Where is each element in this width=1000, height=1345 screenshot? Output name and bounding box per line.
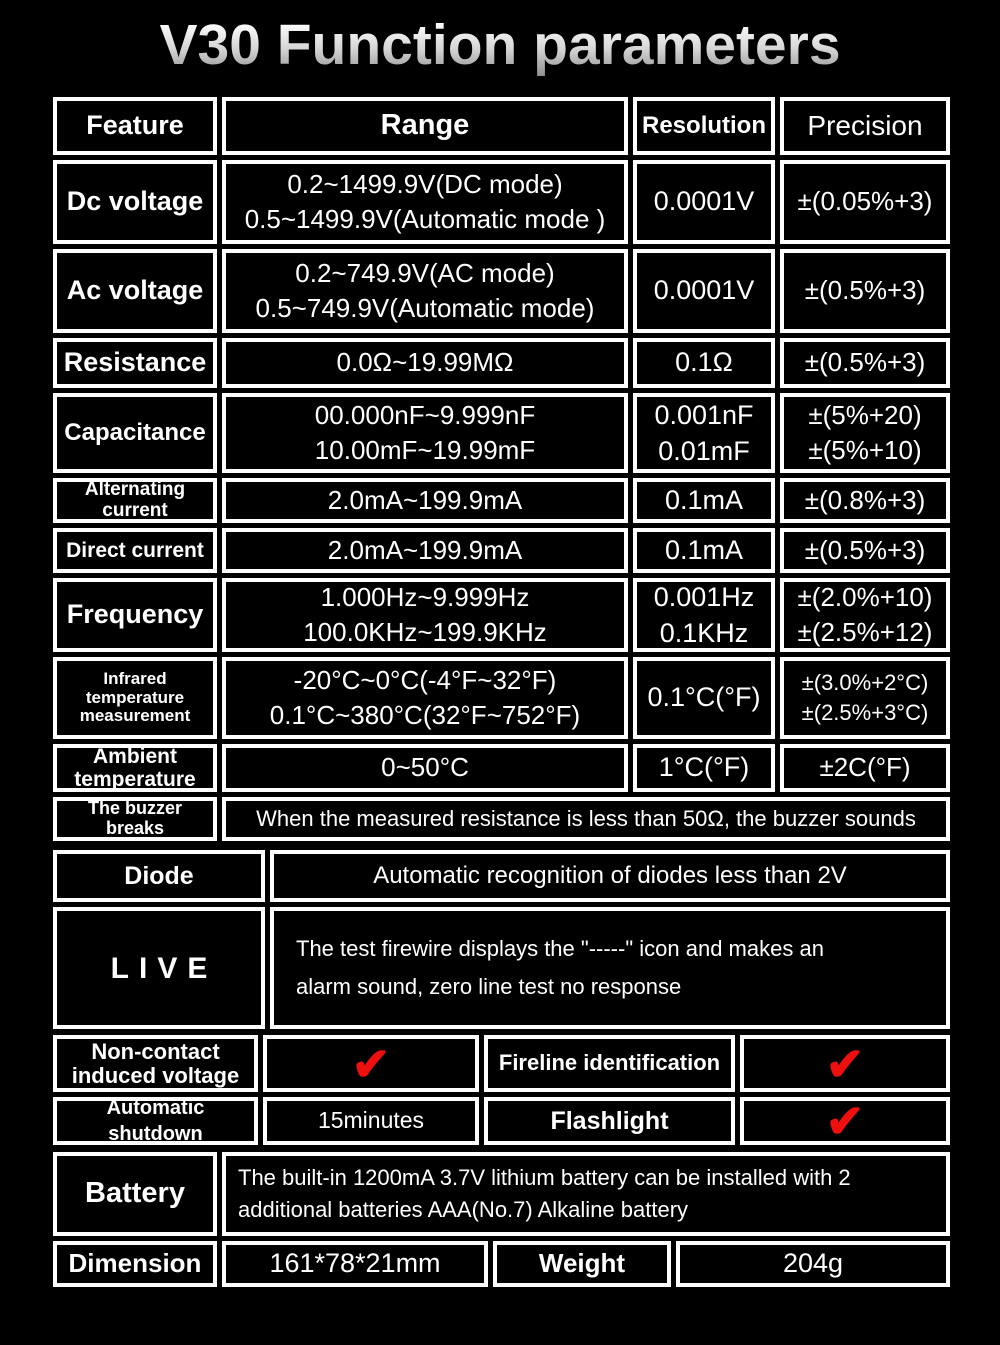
resolution-direct-current: 0.1mA	[633, 528, 775, 573]
range-frequency: 1.000Hz~9.999Hz 100.0KHz~199.9KHz	[222, 578, 628, 652]
range-line: 10.00mF~19.99mF	[314, 435, 536, 465]
resolution-line: 0.1KHz	[659, 618, 749, 648]
range-line: 0.5~749.9V(Automatic mode)	[255, 293, 595, 323]
main-spec-table: Feature Range Resolution Precision Dc vo…	[53, 97, 950, 841]
feature-dc-voltage: Dc voltage	[53, 160, 217, 244]
range-line: 0.2~749.9V(AC mode)	[295, 257, 555, 288]
feature-weight: Weight	[493, 1241, 671, 1287]
flashlight-value: ✔	[740, 1097, 950, 1145]
check-icon: ✔	[825, 1037, 865, 1090]
resolution-resistance: 0.1Ω	[633, 338, 775, 388]
range-line: 0.1°C~380°C(32°F~752°F)	[269, 700, 581, 730]
range-alternating-current: 2.0mA~199.9mA	[222, 478, 628, 523]
resolution-dc-voltage: 0.0001V	[633, 160, 775, 244]
check-icon: ✔	[351, 1037, 391, 1090]
non-contact-voltage-value: ✔	[263, 1035, 479, 1092]
resolution-alternating-current: 0.1mA	[633, 478, 775, 523]
precision-dc-voltage: ±(0.05%+3)	[780, 160, 950, 244]
resolution-infrared-temperature: 0.1°C(°F)	[633, 657, 775, 739]
feature-infrared-temperature: Infrared temperature measurement	[53, 657, 217, 739]
fireline-identification-value: ✔	[740, 1035, 950, 1092]
resolution-frequency: 0.001Hz 0.1KHz	[633, 578, 775, 652]
precision-line: ±(5%+10)	[808, 435, 922, 465]
precision-frequency: ±(2.0%+10) ±(2.5%+12)	[780, 578, 950, 652]
range-line: -20°C~0°C(-4°F~32°F)	[293, 664, 557, 695]
feature-frequency: Frequency	[53, 578, 217, 652]
feature-buzzer: The buzzer breaks	[53, 797, 217, 841]
weight-value: 204g	[676, 1241, 950, 1287]
resolution-ac-voltage: 0.0001V	[633, 249, 775, 333]
feature-fireline-identification: Fireline identification	[484, 1035, 735, 1092]
range-resistance: 0.0Ω~19.99MΩ	[222, 338, 628, 388]
feature-alternating-current: Alternating current	[53, 478, 217, 523]
precision-resistance: ±(0.5%+3)	[780, 338, 950, 388]
resolution-capacitance: 0.001nF 0.01mF	[633, 393, 775, 473]
live-description-line: alarm sound, zero line test no response	[296, 974, 682, 999]
precision-infrared-temperature: ±(3.0%+2°C) ±(2.5%+3°C)	[780, 657, 950, 739]
battery-dimension-table: Battery The built-in 1200mA 3.7V lithium…	[53, 1152, 950, 1287]
precision-line: ±(2.5%+12)	[797, 617, 933, 647]
range-direct-current: 2.0mA~199.9mA	[222, 528, 628, 573]
range-capacitance: 00.000nF~9.999nF 10.00mF~19.99mF	[222, 393, 628, 473]
buzzer-description: When the measured resistance is less tha…	[222, 797, 950, 841]
precision-line: ±(2.5%+3°C)	[801, 700, 929, 725]
feature-ac-voltage: Ac voltage	[53, 249, 217, 333]
feature-non-contact-voltage: Non-contact induced voltage	[53, 1035, 258, 1092]
diode-description: Automatic recognition of diodes less tha…	[270, 850, 950, 902]
feature-checks-table: Non-contact induced voltage ✔ Fireline i…	[53, 1035, 950, 1145]
range-dc-voltage: 0.2~1499.9V(DC mode) 0.5~1499.9V(Automat…	[222, 160, 628, 244]
header-precision: Precision	[780, 97, 950, 155]
live-description-line: The test firewire displays the "-----" i…	[296, 935, 824, 961]
resolution-line: 0.001Hz	[653, 581, 755, 612]
dimension-value: 161*78*21mm	[222, 1241, 488, 1287]
precision-line: ±(5%+20)	[808, 399, 922, 430]
automatic-shutdown-value: 15minutes	[263, 1097, 479, 1145]
feature-direct-current: Direct current	[53, 528, 217, 573]
range-ambient-temperature: 0~50°C	[222, 744, 628, 792]
precision-alternating-current: ±(0.8%+3)	[780, 478, 950, 523]
header-range: Range	[222, 97, 628, 155]
range-line: 0.5~1499.9V(Automatic mode )	[244, 204, 606, 234]
feature-ambient-temperature: Ambient temperature	[53, 744, 217, 792]
precision-line: ±(2.0%+10)	[797, 581, 933, 612]
feature-resistance: Resistance	[53, 338, 217, 388]
feature-dimension: Dimension	[53, 1241, 217, 1287]
range-infrared-temperature: -20°C~0°C(-4°F~32°F) 0.1°C~380°C(32°F~75…	[222, 657, 628, 739]
diode-live-table: Diode Automatic recognition of diodes le…	[53, 850, 950, 1029]
resolution-ambient-temperature: 1°C(°F)	[633, 744, 775, 792]
battery-description-line: additional batteries AAA(No.7) Alkaline …	[238, 1197, 689, 1222]
resolution-line: 0.001nF	[654, 399, 754, 430]
page-title: V30 Function parameters	[0, 12, 1000, 78]
battery-description-line: The built-in 1200mA 3.7V lithium battery…	[238, 1165, 851, 1191]
live-description: The test firewire displays the "-----" i…	[270, 907, 950, 1029]
range-line: 100.0KHz~199.9KHz	[303, 617, 547, 647]
header-feature: Feature	[53, 97, 217, 155]
range-line: 1.000Hz~9.999Hz	[320, 581, 530, 612]
feature-capacitance: Capacitance	[53, 393, 217, 473]
precision-capacitance: ±(5%+20) ±(5%+10)	[780, 393, 950, 473]
feature-flashlight: Flashlight	[484, 1097, 735, 1145]
range-ac-voltage: 0.2~749.9V(AC mode) 0.5~749.9V(Automatic…	[222, 249, 628, 333]
range-line: 0.2~1499.9V(DC mode)	[287, 168, 563, 199]
precision-ambient-temperature: ±2C(°F)	[780, 744, 950, 792]
precision-ac-voltage: ±(0.5%+3)	[780, 249, 950, 333]
battery-description: The built-in 1200mA 3.7V lithium battery…	[222, 1152, 950, 1236]
precision-line: ±(3.0%+2°C)	[801, 670, 929, 696]
feature-automatic-shutdown: Automatic shutdown	[53, 1097, 258, 1145]
range-line: 00.000nF~9.999nF	[314, 399, 536, 430]
check-icon: ✔	[825, 1095, 865, 1147]
header-resolution: Resolution	[633, 97, 775, 155]
precision-direct-current: ±(0.5%+3)	[780, 528, 950, 573]
feature-live: LIVE	[53, 907, 265, 1029]
feature-battery: Battery	[53, 1152, 217, 1236]
feature-diode: Diode	[53, 850, 265, 902]
resolution-line: 0.01mF	[658, 436, 750, 466]
